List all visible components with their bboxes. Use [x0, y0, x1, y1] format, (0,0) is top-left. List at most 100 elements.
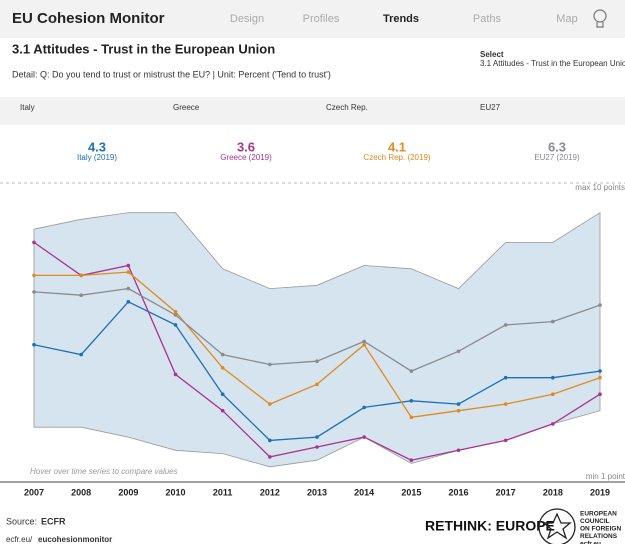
summary-label: EU27 (2019)	[534, 153, 580, 162]
point[interactable]	[409, 399, 414, 403]
point[interactable]	[126, 286, 131, 291]
point[interactable]	[79, 352, 83, 357]
point[interactable]	[220, 352, 225, 357]
point[interactable]	[32, 290, 36, 294]
point[interactable]	[598, 375, 602, 380]
summary-value: 4.3	[88, 139, 106, 154]
logo-text: COUNCIL	[580, 518, 610, 525]
x-tick-label: 2011	[213, 487, 233, 497]
source: ECFR	[41, 516, 66, 526]
point[interactable]	[79, 293, 83, 298]
point[interactable]	[220, 408, 225, 413]
logo-text: ecfr.eu	[580, 541, 601, 544]
country-name[interactable]: EU27	[480, 103, 501, 112]
source-label: Source:	[6, 516, 37, 526]
x-tick-label: 2018	[543, 487, 563, 497]
detail: Detail: Q: Do you tend to trust or mistr…	[12, 69, 331, 79]
point[interactable]	[503, 402, 508, 406]
point[interactable]	[598, 369, 602, 373]
point[interactable]	[268, 455, 272, 459]
x-tick-label: 2007	[24, 487, 44, 497]
summary-label: Italy (2019)	[77, 153, 117, 162]
point[interactable]	[315, 382, 319, 387]
min-label: min 1 point	[586, 472, 625, 481]
point[interactable]	[126, 263, 131, 268]
point[interactable]	[32, 273, 36, 278]
point[interactable]	[362, 339, 366, 344]
point[interactable]	[315, 445, 319, 449]
point[interactable]	[32, 240, 36, 245]
point[interactable]	[503, 438, 508, 443]
point[interactable]	[409, 369, 414, 373]
country-strip	[0, 97, 625, 125]
select-label: Select	[480, 50, 504, 59]
x-tick-label: 2008	[71, 487, 91, 497]
point[interactable]	[315, 435, 319, 439]
logo-text: EUROPEAN	[580, 511, 617, 518]
point[interactable]	[268, 362, 272, 367]
point[interactable]	[315, 359, 319, 364]
x-tick-label: 2010	[165, 487, 185, 497]
point[interactable]	[598, 392, 602, 397]
point[interactable]	[551, 375, 555, 380]
range-band	[33, 211, 601, 468]
summary-value: 4.1	[388, 139, 406, 154]
logo-text: RELATIONS	[580, 533, 618, 540]
point[interactable]	[220, 366, 225, 370]
point[interactable]	[503, 323, 508, 327]
nav-item[interactable]: Paths	[473, 13, 502, 25]
point[interactable]	[268, 402, 272, 406]
point[interactable]	[173, 313, 178, 317]
point[interactable]	[551, 392, 555, 397]
nav-item[interactable]: Design	[230, 13, 264, 25]
point[interactable]	[456, 402, 461, 406]
point[interactable]	[598, 303, 602, 307]
x-tick-label: 2017	[496, 487, 516, 497]
nav-item[interactable]: Profiles	[303, 13, 340, 25]
point[interactable]	[32, 342, 36, 347]
x-tick-label: 2019	[590, 487, 610, 497]
x-tick-label: 2012	[260, 487, 280, 497]
point[interactable]	[456, 349, 461, 354]
point[interactable]	[362, 405, 366, 410]
point[interactable]	[126, 300, 131, 304]
logo-text: ON FOREIGN	[580, 526, 621, 533]
x-tick-label: 2016	[448, 487, 468, 497]
point[interactable]	[79, 273, 83, 278]
point[interactable]	[220, 392, 225, 397]
point[interactable]	[173, 309, 178, 314]
point[interactable]	[409, 415, 414, 420]
url-path[interactable]: eucohesionmonitor	[38, 535, 112, 544]
brand[interactable]: EU Cohesion Monitor	[12, 10, 165, 27]
point[interactable]	[126, 270, 131, 274]
page-title: 3.1 Attitudes - Trust in the European Un…	[12, 41, 275, 56]
point[interactable]	[173, 323, 178, 327]
x-tick-label: 2015	[401, 487, 421, 497]
country-name[interactable]: Czech Rep.	[326, 103, 368, 112]
select-value[interactable]: 3.1 Attitudes - Trust in the European Un…	[480, 59, 625, 68]
point[interactable]	[409, 458, 414, 463]
max-label: max 10 points	[575, 183, 625, 192]
hint: Hover over time series to compare values	[30, 467, 178, 476]
point[interactable]	[362, 342, 366, 347]
point[interactable]	[503, 375, 508, 380]
country-name[interactable]: Greece	[173, 103, 200, 112]
bulb-icon[interactable]	[593, 9, 607, 28]
summary-label: Czech Rep. (2019)	[363, 153, 430, 162]
nav-item[interactable]: Map	[556, 13, 577, 25]
url-base: ecfr.eu/	[6, 535, 33, 544]
point[interactable]	[551, 319, 555, 324]
country-name[interactable]: Italy	[20, 103, 35, 112]
summary-value: 3.6	[237, 139, 255, 154]
point[interactable]	[456, 408, 461, 413]
point[interactable]	[268, 438, 272, 443]
point[interactable]	[551, 422, 555, 426]
x-tick-label: 2013	[307, 487, 327, 497]
ecfr-logo	[538, 508, 576, 544]
point[interactable]	[362, 435, 366, 439]
point[interactable]	[173, 372, 178, 377]
x-tick-label: 2009	[118, 487, 138, 497]
point[interactable]	[456, 448, 461, 453]
nav-item[interactable]: Trends	[383, 13, 419, 25]
